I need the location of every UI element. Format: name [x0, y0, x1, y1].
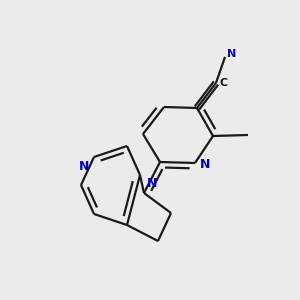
Text: C: C — [219, 78, 227, 88]
Text: N: N — [200, 158, 210, 172]
Text: N: N — [227, 49, 236, 59]
Text: N: N — [79, 160, 89, 173]
Text: N: N — [147, 177, 158, 190]
